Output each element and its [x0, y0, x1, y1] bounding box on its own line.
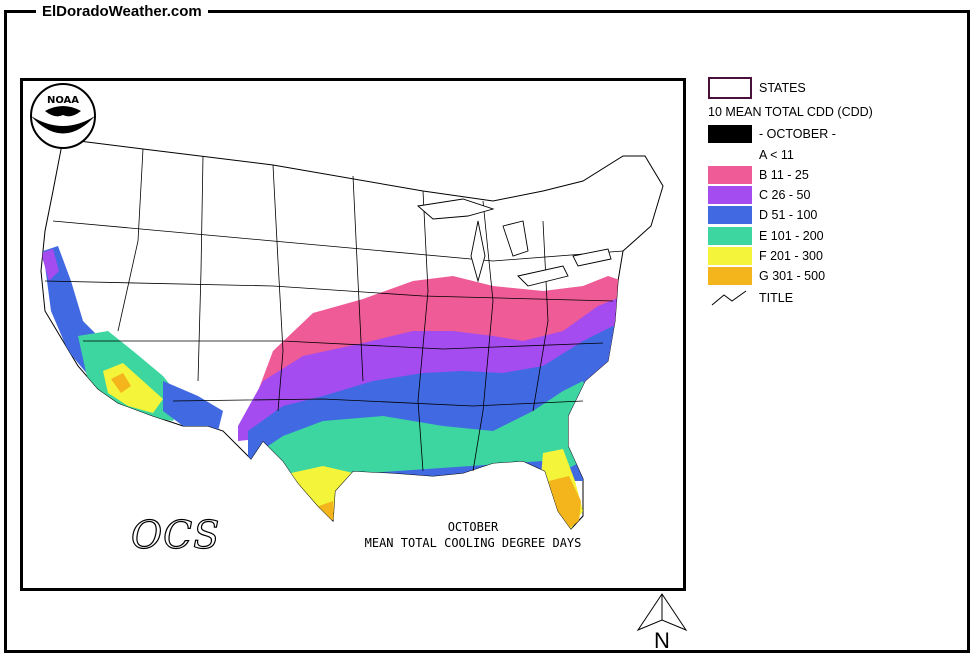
class-d-label: D 51 - 100	[759, 208, 818, 222]
map-frame: NOAA OCS OCTOBER MEAN TOTAL COOLING DEGR…	[20, 78, 686, 591]
states-outline-swatch	[708, 77, 752, 99]
class-b-label: B 11 - 25	[759, 168, 809, 182]
zone-d-southwest	[163, 381, 223, 431]
class-c-label: C 26 - 50	[759, 188, 811, 202]
state-borders	[44, 148, 624, 472]
class-e-swatch	[708, 227, 752, 245]
noaa-logo-text: NOAA	[47, 95, 79, 106]
title-line-icon	[711, 290, 747, 306]
ocs-logo-text: OCS	[130, 512, 221, 557]
caption-title: MEAN TOTAL COOLING DEGREE DAYS	[364, 536, 582, 550]
legend-title: TITLE	[708, 288, 793, 308]
legend-dataset-label: 10 MEAN TOTAL CDD (CDD)	[708, 105, 873, 119]
noaa-logo: NOAA	[30, 83, 96, 149]
legend-month: - OCTOBER -	[708, 124, 836, 144]
legend-class-d: D 51 - 100	[708, 205, 817, 225]
class-a-label: A < 11	[759, 148, 794, 162]
legend-title-label: TITLE	[759, 291, 794, 305]
legend-class-e: E 101 - 200	[708, 226, 824, 246]
legend-class-f: F 201 - 300	[708, 246, 823, 266]
caption-month: OCTOBER	[447, 520, 499, 534]
legend-class-b: B 11 - 25	[708, 165, 809, 185]
class-f-swatch	[708, 247, 752, 265]
legend-class-g: G 301 - 500	[708, 266, 825, 286]
north-arrow-icon: N	[636, 593, 688, 652]
map-caption: OCTOBER MEAN TOTAL COOLING DEGREE DAYS	[323, 519, 623, 551]
class-g-swatch	[708, 267, 752, 285]
north-label: N	[654, 628, 670, 652]
class-e-label: E 101 - 200	[759, 229, 824, 243]
class-g-label: G 301 - 500	[759, 269, 826, 283]
zone-c-west	[41, 249, 59, 281]
class-b-swatch	[708, 166, 752, 184]
legend-month-label: - OCTOBER -	[759, 127, 836, 141]
class-d-swatch	[708, 206, 752, 224]
great-lakes	[416, 198, 612, 287]
us-map	[40, 138, 664, 530]
zone-f-texas	[291, 466, 353, 521]
class-a-swatch	[708, 146, 752, 164]
zone-e	[253, 381, 593, 481]
class-c-swatch	[708, 186, 752, 204]
site-title: ElDoradoWeather.com	[36, 3, 208, 20]
zone-g-southwest	[111, 373, 131, 393]
zone-g-florida	[549, 476, 581, 529]
legend-states-label: STATES	[759, 81, 806, 95]
legend-class-c: C 26 - 50	[708, 185, 810, 205]
outer-frame	[4, 10, 970, 653]
legend-class-a: A < 11	[708, 145, 794, 165]
legend-states: STATES	[708, 77, 806, 99]
month-swatch	[708, 125, 752, 143]
class-f-label: F 201 - 300	[759, 249, 823, 263]
